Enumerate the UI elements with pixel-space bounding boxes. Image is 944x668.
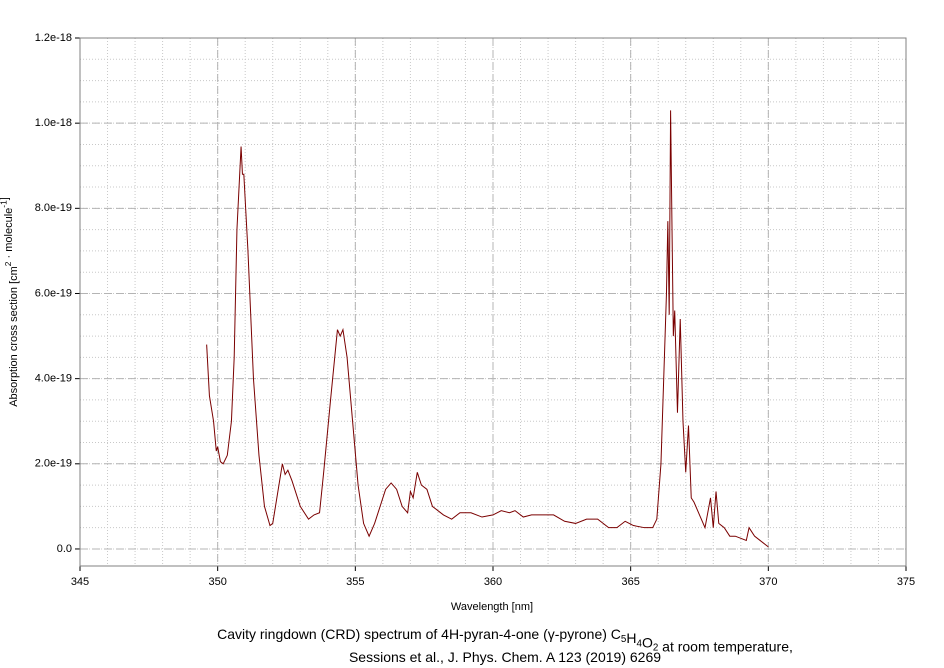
superscript: -1 xyxy=(0,200,9,208)
x-tick-label: 355 xyxy=(346,576,364,588)
x-tick-label: 365 xyxy=(621,576,639,588)
subscript: 5 xyxy=(621,634,627,645)
x-tick-label: 375 xyxy=(897,576,915,588)
plot-frame xyxy=(79,37,907,567)
text-part: · molecule xyxy=(3,208,15,262)
caption: Sessions et al., J. Phys. Chem. A 123 (2… xyxy=(349,649,661,665)
subscript: 2 xyxy=(653,642,658,653)
text-part: H xyxy=(626,630,636,646)
text-part: γ xyxy=(548,626,555,642)
y-tick-label: 6.0e-19 xyxy=(35,287,72,299)
text-part: -pyrone) C xyxy=(555,626,621,642)
text-part: Cavity ringdown (CRD) spectrum of 4H-pyr… xyxy=(217,626,548,642)
y-tick-label: 4.0e-19 xyxy=(35,373,72,385)
x-tick-label: 350 xyxy=(208,576,226,588)
text-part: at room temperature, xyxy=(658,638,793,654)
y-tick-label: 2.0e-19 xyxy=(35,458,72,470)
caption: Cavity ringdown (CRD) spectrum of 4H-pyr… xyxy=(217,626,793,655)
y-tick-label: 1.0e-18 xyxy=(35,117,72,129)
y-axis-label: Absorption cross section [cm2 · molecule… xyxy=(0,197,20,407)
x-tick-label: 360 xyxy=(484,576,502,588)
x-axis-label: Wavelength [nm] xyxy=(451,601,533,613)
y-tick-label: 8.0e-19 xyxy=(35,202,72,214)
text-part: Sessions et al., J. Phys. Chem. A 123 (2… xyxy=(349,649,661,665)
y-tick-label: 1.2e-18 xyxy=(35,32,72,44)
x-tick-label: 345 xyxy=(71,576,89,588)
superscript: 2 xyxy=(3,261,13,266)
text-part: O xyxy=(642,634,653,650)
spectrum-line xyxy=(206,110,769,548)
subscript: 4 xyxy=(636,638,642,649)
y-tick-label: 0.0 xyxy=(57,543,72,555)
text-part: Absorption cross section [cm xyxy=(8,266,20,407)
x-tick-label: 370 xyxy=(759,576,777,588)
text-part: ] xyxy=(0,197,10,200)
